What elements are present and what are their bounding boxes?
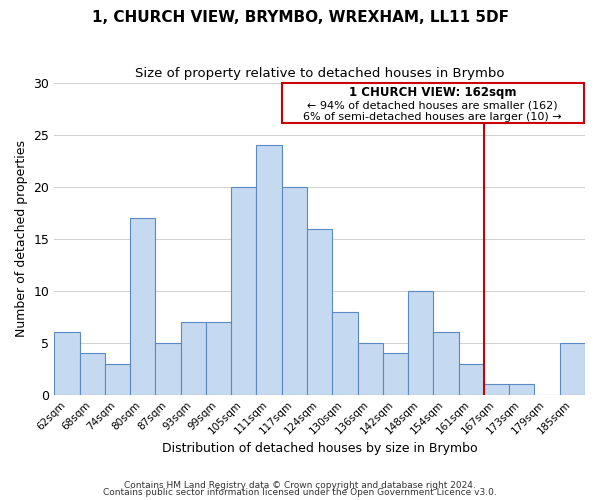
Bar (130, 218, 155, 394)
Bar (206, 322, 231, 394)
Bar (282, 187, 307, 394)
Bar (458, 364, 484, 394)
X-axis label: Distribution of detached houses by size in Brymbo: Distribution of detached houses by size … (162, 442, 478, 455)
Bar (307, 228, 332, 394)
Bar (231, 187, 256, 394)
Y-axis label: Number of detached properties: Number of detached properties (15, 140, 28, 338)
Text: 6% of semi-detached houses are larger (10) →: 6% of semi-detached houses are larger (1… (304, 112, 562, 122)
Bar (383, 353, 408, 395)
Bar (105, 364, 130, 394)
Bar (155, 343, 181, 394)
Bar (560, 343, 585, 394)
Bar (181, 322, 206, 394)
Bar (509, 384, 535, 394)
Bar (484, 384, 509, 394)
Bar (332, 312, 358, 394)
Text: 1, CHURCH VIEW, BRYMBO, WREXHAM, LL11 5DF: 1, CHURCH VIEW, BRYMBO, WREXHAM, LL11 5D… (91, 10, 509, 25)
Text: 1 CHURCH VIEW: 162sqm: 1 CHURCH VIEW: 162sqm (349, 86, 517, 99)
Bar (54, 332, 80, 394)
Bar (433, 332, 458, 394)
Bar (408, 291, 433, 395)
FancyBboxPatch shape (282, 83, 584, 122)
Title: Size of property relative to detached houses in Brymbo: Size of property relative to detached ho… (135, 68, 505, 80)
Text: Contains HM Land Registry data © Crown copyright and database right 2024.: Contains HM Land Registry data © Crown c… (124, 480, 476, 490)
Bar (256, 146, 282, 394)
Text: Contains public sector information licensed under the Open Government Licence v3: Contains public sector information licen… (103, 488, 497, 497)
Text: ← 94% of detached houses are smaller (162): ← 94% of detached houses are smaller (16… (307, 100, 558, 110)
Bar (80, 353, 105, 395)
Bar (358, 343, 383, 394)
